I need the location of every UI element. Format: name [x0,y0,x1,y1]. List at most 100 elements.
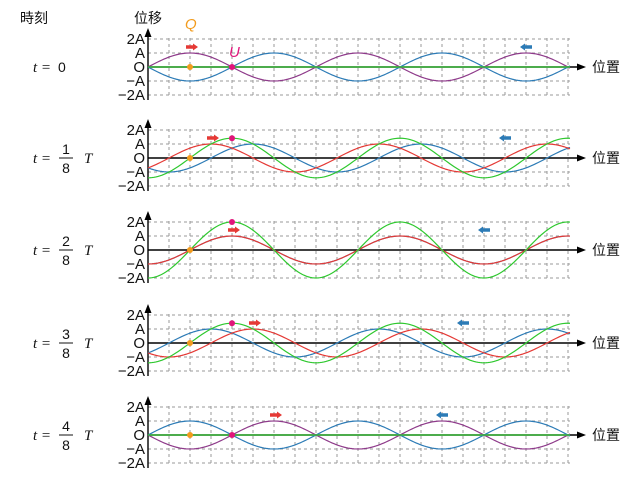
y-tick-label: −2A [118,363,145,380]
x-axis-label: 位置 [592,243,620,259]
point-U [229,219,235,225]
y-tick-label: A [135,136,145,153]
incident-direction-arrow [228,226,240,234]
time-prefix: t = [33,336,51,352]
point-U [229,135,235,142]
x-axis-arrowhead [577,63,586,71]
incident-direction-arrow [249,319,261,327]
y-tick-label: O [133,59,145,76]
point-Q [187,340,193,346]
y-tick-label: −2A [118,87,145,104]
time-label: t = 1 8T [33,141,94,176]
point-U [229,64,235,70]
fraction-numerator: 4 [62,418,70,434]
y-tick-label: −A [126,349,145,366]
x-axis-label: 位置 [592,336,620,352]
y-tick-label: A [135,228,145,245]
y-axis-arrowhead [144,304,152,313]
y-tick-label: O [133,427,145,444]
point-Q [187,64,193,70]
y-tick-label: A [135,413,145,430]
fraction-denominator: 8 [62,345,70,361]
reflected-wave [147,328,571,358]
y-tick-label: −A [126,164,145,181]
y-tick-label: O [133,150,145,167]
point-Q [187,155,193,161]
point-U [229,432,235,438]
displacement-axis-title: 位移 [134,11,162,27]
y-tick-label: 2A [127,307,145,324]
y-tick-label: −A [126,256,145,273]
incident-wave [147,328,571,358]
fraction-numerator: 2 [62,233,70,249]
y-tick-label: −A [126,73,145,90]
reflected-direction-arrow [478,226,490,234]
time-label: t = 0 [33,59,66,76]
fraction-numerator: 3 [62,326,70,342]
reflected-direction-arrow [457,319,469,327]
y-tick-label: −A [126,441,145,458]
time-value: 0 [58,59,66,75]
x-axis-arrowhead [577,154,586,162]
y-tick-label: 2A [127,214,145,231]
time-label: t = 3 8T [33,326,94,361]
x-axis-label: 位置 [592,60,620,76]
time-prefix: t = [33,151,51,167]
reflected-direction-arrow [499,134,511,142]
reflected-wave [147,52,571,82]
y-tick-label: O [133,335,145,352]
y-axis-arrowhead [144,396,152,405]
time-prefix: t = [33,60,51,76]
composite-wave [147,322,571,364]
x-axis-arrowhead [577,431,586,439]
y-tick-label: A [135,45,145,62]
composite-wave [147,137,571,179]
time-unit: T [84,151,94,167]
reflected-wave [147,420,571,450]
incident-direction-arrow [186,43,198,51]
point-Q [187,247,193,253]
point-U [229,320,235,327]
point-Q-label: Q [185,16,197,33]
incident-direction-arrow [270,411,282,419]
incident-wave [147,143,571,173]
y-axis-arrowhead [144,211,152,220]
y-tick-label: 2A [127,122,145,139]
point-Q [187,432,193,438]
composite-wave [147,221,571,279]
time-column-header: 時刻 [20,11,48,27]
time-label: t = 4 8T [33,418,94,453]
y-axis-arrowhead [144,28,152,37]
incident-wave [147,52,571,82]
y-tick-label: −2A [118,178,145,195]
x-axis-label: 位置 [592,428,620,444]
fraction-denominator: 8 [62,252,70,268]
point-U-label: U [229,44,240,61]
incident-direction-arrow [207,134,219,142]
y-tick-label: −2A [118,455,145,472]
y-tick-label: 2A [127,31,145,48]
incident-wave [147,420,571,450]
reflected-wave [147,143,571,173]
y-tick-label: 2A [127,399,145,416]
reflected-direction-arrow [520,43,532,51]
x-axis-arrowhead [577,339,586,347]
time-unit: T [84,428,94,444]
time-unit: T [84,243,94,259]
time-unit: T [84,336,94,352]
fraction-denominator: 8 [62,160,70,176]
time-prefix: t = [33,428,51,444]
y-tick-label: O [133,242,145,259]
y-tick-label: −2A [118,270,145,287]
x-axis-label: 位置 [592,151,620,167]
time-label: t = 2 8T [33,233,94,268]
fraction-denominator: 8 [62,437,70,453]
time-prefix: t = [33,243,51,259]
